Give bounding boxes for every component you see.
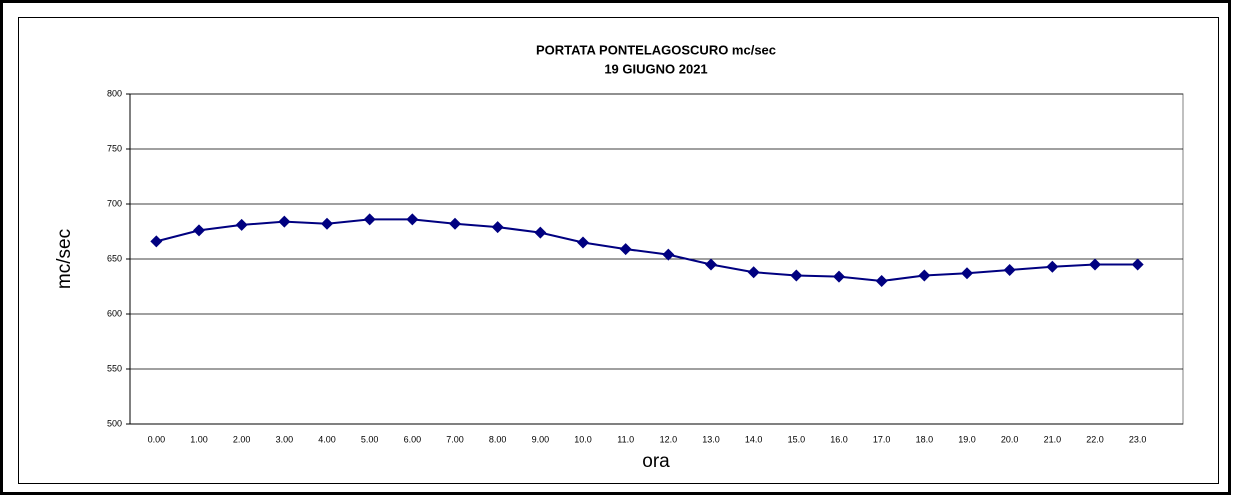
- x-tick-label: 7.00: [446, 434, 464, 444]
- data-point: [1003, 264, 1016, 276]
- x-tick-label: 12.0: [660, 434, 678, 444]
- data-point: [875, 275, 888, 287]
- data-point: [619, 243, 632, 256]
- x-tick-label: 0.00: [148, 434, 166, 444]
- data-point: [150, 235, 163, 248]
- data-point: [363, 213, 376, 226]
- x-tick-label: 23.0: [1129, 434, 1147, 444]
- x-tick-label: 14.0: [745, 434, 763, 444]
- data-point: [1046, 260, 1059, 273]
- x-tick-label: 16.0: [830, 434, 848, 444]
- data-point: [918, 269, 931, 282]
- x-tick-label: 5.00: [361, 434, 379, 444]
- y-tick-label: 650: [107, 253, 122, 263]
- data-point: [406, 213, 419, 226]
- data-point: [321, 217, 333, 230]
- data-point: [577, 236, 589, 249]
- series-line: [156, 218, 1138, 283]
- data-point: [449, 217, 461, 230]
- y-tick-label: 750: [107, 143, 122, 153]
- data-point: [491, 221, 504, 234]
- data-point: [278, 215, 291, 228]
- x-tick-label: 13.0: [702, 434, 720, 444]
- data-point: [705, 258, 717, 271]
- data-point: [833, 270, 845, 283]
- data-point: [961, 267, 973, 280]
- x-tick-label: 6.00: [404, 434, 422, 444]
- x-tick-label: 3.00: [276, 434, 294, 444]
- x-tick-label: 9.00: [532, 434, 550, 444]
- x-tick-label: 8.00: [489, 434, 507, 444]
- y-tick-label: 550: [107, 363, 122, 373]
- x-tick-label: 10.0: [574, 434, 592, 444]
- y-tick-label: 800: [107, 88, 122, 98]
- x-axis-label: ora: [642, 451, 670, 472]
- y-tick-label: 700: [107, 198, 122, 208]
- x-tick-label: 1.00: [190, 434, 208, 444]
- x-tick-label: 15.0: [788, 434, 806, 444]
- y-axis-label: mc/sec: [54, 229, 75, 289]
- x-tick-label: 4.00: [318, 434, 336, 444]
- data-point: [790, 269, 803, 282]
- x-tick-label: 22.0: [1086, 434, 1104, 444]
- x-tick-label: 2.00: [233, 434, 251, 444]
- data-point: [235, 218, 248, 231]
- data-point: [1131, 258, 1144, 271]
- x-tick-label: 18.0: [916, 434, 934, 444]
- data-point: [534, 226, 547, 239]
- chart-subtitle: 19 GIUGNO 2021: [604, 61, 707, 76]
- y-tick-label: 500: [107, 418, 122, 428]
- data-point: [747, 266, 760, 279]
- chart-frame: [18, 17, 1219, 484]
- x-tick-label: 21.0: [1044, 434, 1062, 444]
- x-tick-label: 20.0: [1001, 434, 1019, 444]
- data-point: [662, 248, 675, 261]
- chart-title: PORTATA PONTELAGOSCURO mc/sec: [536, 42, 776, 57]
- x-tick-label: 11.0: [617, 434, 634, 444]
- y-tick-label: 600: [107, 308, 122, 318]
- x-tick-label: 19.0: [958, 434, 976, 444]
- x-tick-label: 17.0: [873, 434, 891, 444]
- data-point: [193, 224, 205, 237]
- data-point: [1089, 258, 1101, 271]
